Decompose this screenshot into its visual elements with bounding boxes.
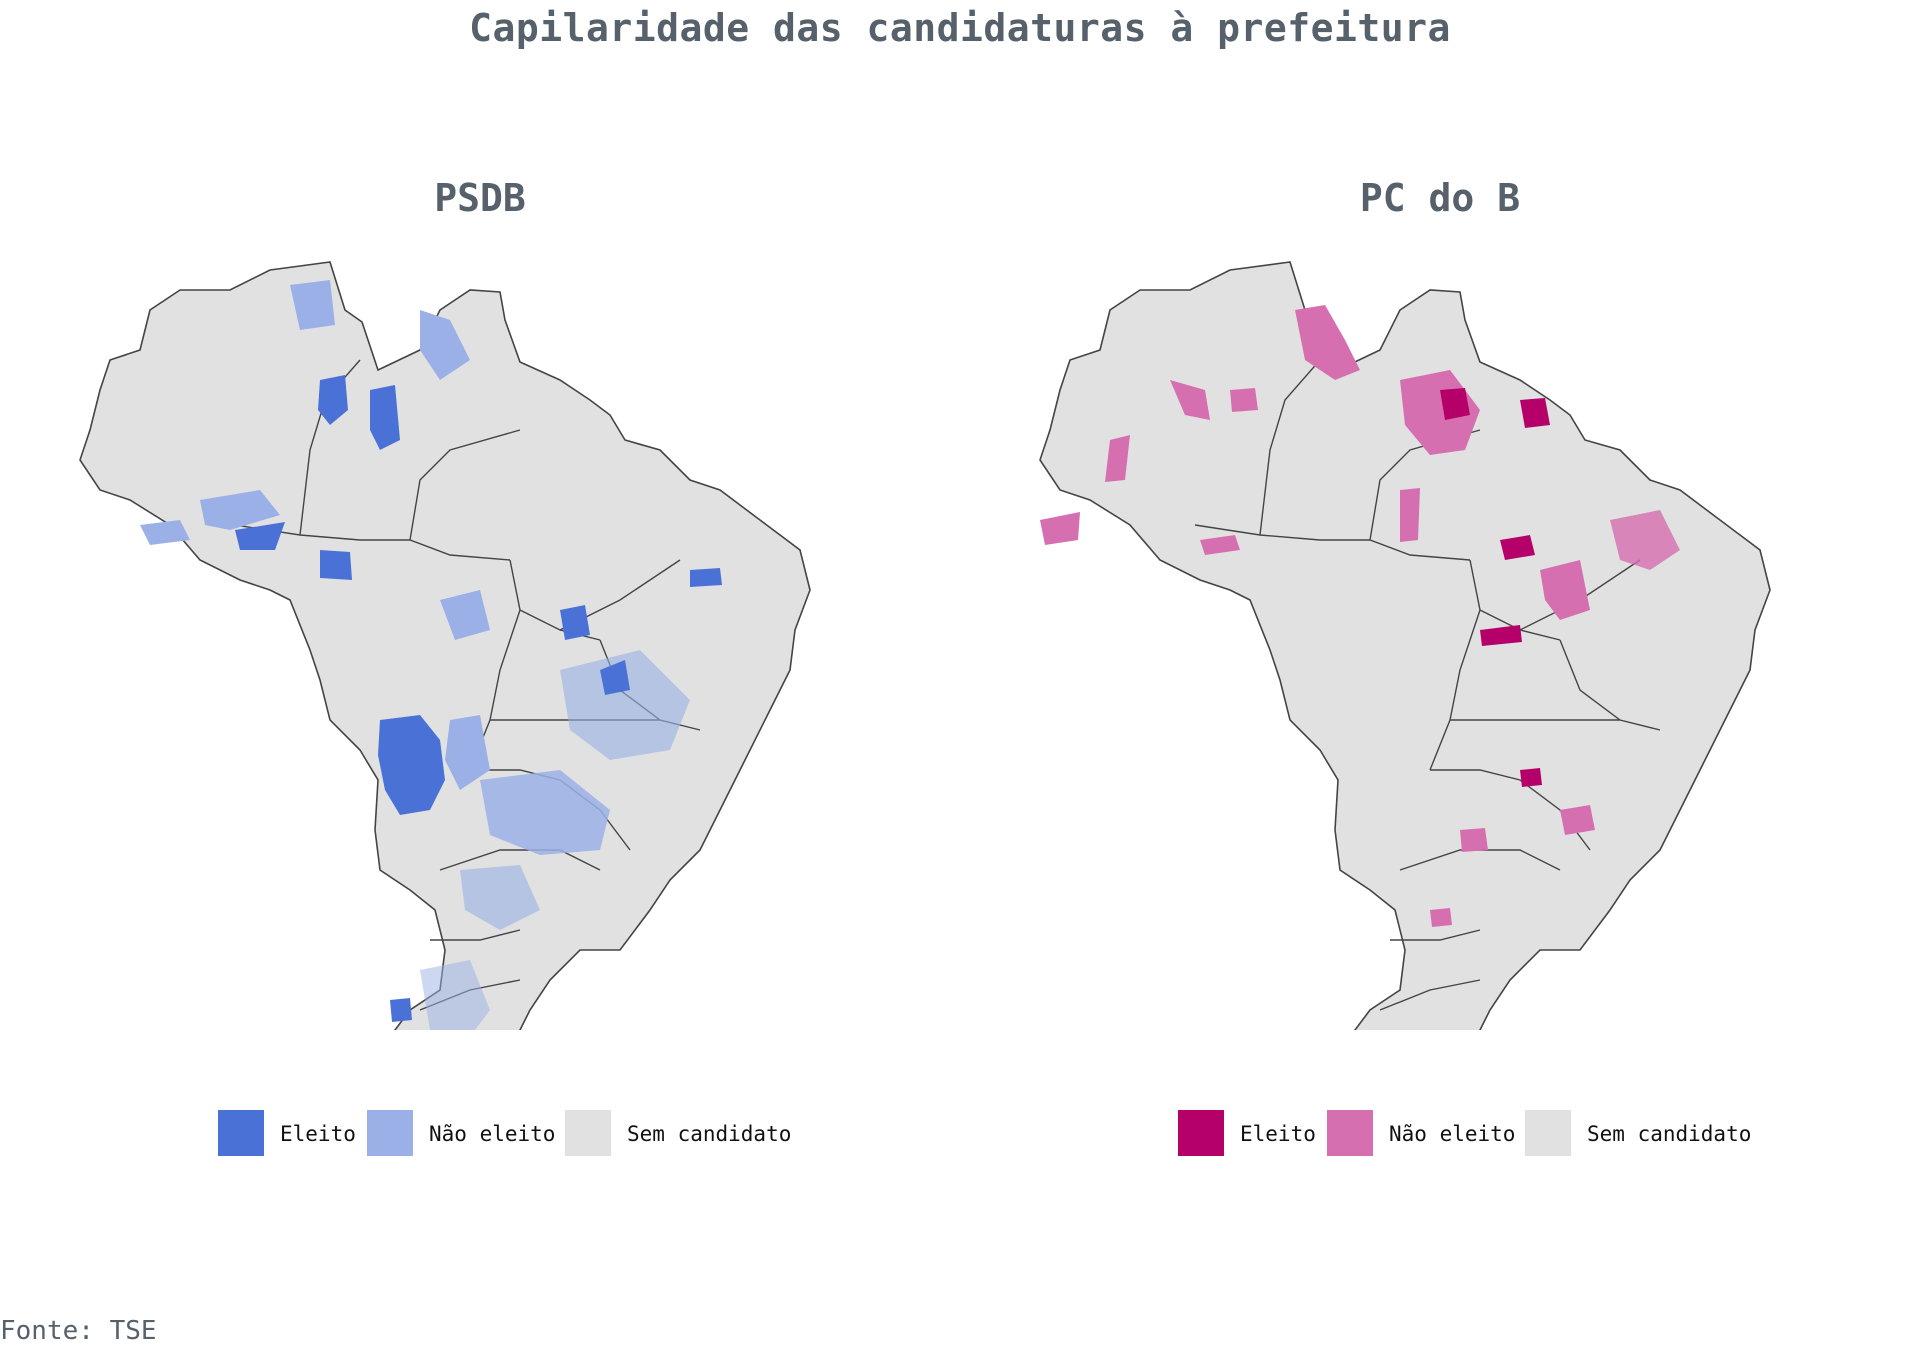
region-not-elected-sp [480,770,610,855]
map-title-psdb: PSDB [434,176,526,220]
chart-title: Capilaridade das candidaturas à prefeitu… [469,6,1451,50]
legend-label-elected: Eleito [280,1122,356,1146]
region-not-elected-pr [1430,908,1452,927]
region-not-elected-ba [1540,560,1590,620]
legend-label-not-elected: Não eleito [429,1122,556,1146]
region-not-elected-sp [1460,828,1488,852]
swatch-elected [1178,1110,1224,1156]
region-not-elected-pa [1295,305,1360,380]
region-not-elected-pa [420,310,470,380]
region-elected-pe [690,568,722,587]
region-not-elected-rr [290,280,335,330]
map-panel-pcdob: PC do B Eleito [960,0,1920,1344]
region-not-elected-mt [440,590,490,640]
swatch-elected [218,1110,264,1156]
region-not-elected-am-4 [140,520,190,545]
region-elected-pi [1500,535,1535,560]
region-not-elected-ro [1200,535,1240,555]
region-elected-ba [1480,625,1522,646]
region-elected-ms [378,715,445,815]
brazil-map-pcdob [1039,261,1771,1030]
region-not-elected-am-2 [1170,380,1210,420]
region-not-elected-ne [1610,510,1680,570]
map-title-pcdob: PC do B [1359,176,1521,220]
region-elected-ma [1440,388,1470,420]
region-elected-ce [1520,398,1550,428]
legend-pcdob: Eleito Não eleito Sem candidato [960,1110,1920,1158]
swatch-not-elected [1327,1110,1373,1156]
swatch-not-elected [367,1110,413,1156]
region-not-elected-am-1 [1105,435,1130,482]
legend-label-not-elected: Não eleito [1389,1122,1516,1146]
region-not-elected-to [1400,488,1420,542]
region-not-elected-mg [560,650,690,760]
brazil-outline [1039,261,1771,1030]
legend-psdb: Eleito Não eleito Sem candidato [0,1110,960,1158]
region-elected-rs-2 [390,998,412,1022]
legend-label-elected: Eleito [1240,1122,1316,1146]
region-elected-mg [1520,768,1542,787]
region-not-elected-ac [1040,512,1080,545]
region-elected-am-1 [318,375,348,425]
map-panel-psdb: PSDB Elei [0,0,960,1344]
legend-label-no-candidate: Sem candidato [1587,1122,1752,1146]
swatch-no-candidate [565,1110,611,1156]
region-not-elected-ms-2 [445,715,490,790]
region-not-elected-mg [1560,805,1595,835]
brazil-map-psdb [79,261,811,1030]
source-note: Fonte: TSE [0,1316,157,1346]
region-elected-am-2 [370,385,400,450]
region-elected-go [560,605,590,640]
legend-label-no-candidate: Sem candidato [627,1122,792,1146]
region-not-elected-am-3 [1230,388,1258,412]
region-elected-ba [600,660,630,695]
region-elected-ro [320,550,352,580]
brazil-outline [79,261,811,1030]
region-not-elected-am-3 [200,490,280,530]
region-not-elected-rs [420,960,490,1030]
swatch-no-candidate [1525,1110,1571,1156]
region-elected-ac [235,522,285,550]
region-not-elected-pr [460,865,540,930]
